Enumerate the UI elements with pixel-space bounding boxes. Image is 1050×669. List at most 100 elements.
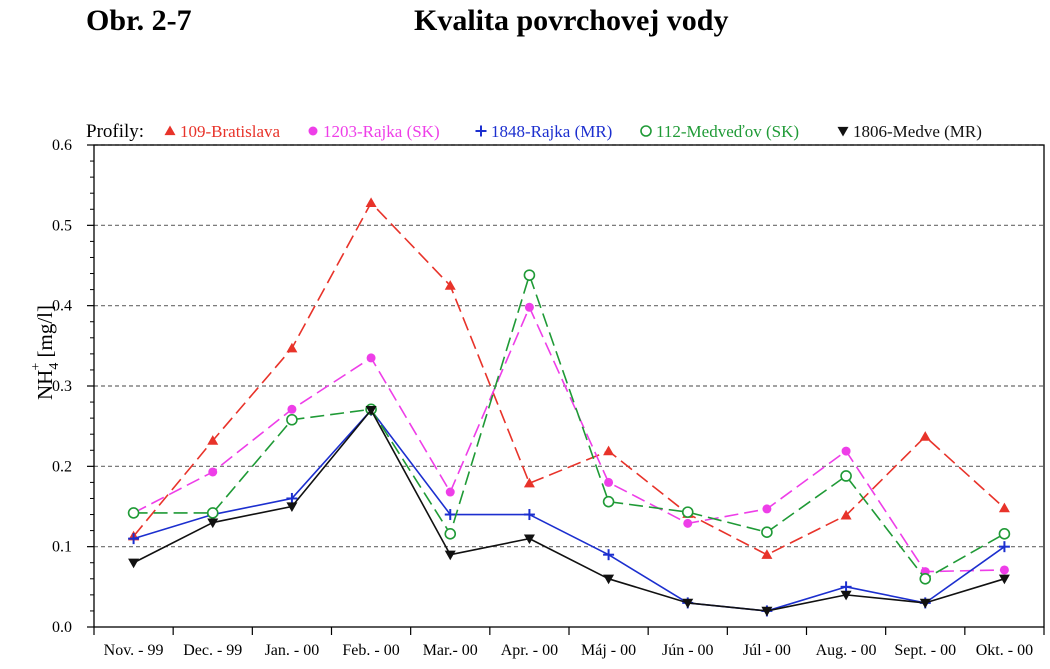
legend-label: 1848-Rajka (MR) <box>491 122 612 141</box>
data-point <box>762 504 772 514</box>
y-axis-label-main: NH <box>33 370 57 400</box>
data-point <box>164 125 176 136</box>
legend-item: 112-Medveďov (SK) <box>640 122 799 141</box>
data-point <box>840 509 852 520</box>
series-4 <box>127 269 1011 585</box>
x-tick-label: Sept. - 00 <box>894 642 956 659</box>
x-tick-label: Feb. - 00 <box>342 642 399 659</box>
data-point <box>837 126 849 137</box>
data-point <box>841 446 851 456</box>
data-point <box>761 606 773 617</box>
x-tick-label: Jan. - 00 <box>265 642 320 659</box>
data-point <box>602 495 615 508</box>
data-point <box>444 280 456 290</box>
data-point <box>919 431 931 441</box>
axes: 0.0 0.1 0.2 0.3 0.4 0.5 0.6 Nov. - 99 Dec. - 99 J… <box>52 137 1045 659</box>
data-point <box>603 549 615 561</box>
data-point <box>523 269 536 281</box>
y-axis-label-unit: [mg/l] <box>33 305 57 363</box>
data-point <box>523 534 535 545</box>
series-line <box>133 274 1005 580</box>
data-point <box>681 506 694 518</box>
legend-label: 112-Medveďov (SK) <box>656 122 799 141</box>
legend-label: 1203-Rajka (SK) <box>323 122 440 141</box>
data-point <box>207 435 219 445</box>
x-tick-label: Aug. - 00 <box>816 642 877 659</box>
series-line <box>132 202 1005 556</box>
y-tick-label: 0.2 <box>52 458 72 475</box>
x-tick-label: Mar.- 00 <box>423 642 478 659</box>
y-tick-label: 0.3 <box>52 378 72 395</box>
data-point <box>998 528 1011 540</box>
figure-label: Obr. 2-7 <box>86 4 192 37</box>
x-tick-label: Júl - 00 <box>743 642 791 659</box>
data-point <box>840 470 852 482</box>
y-axis-label-sup: + <box>29 363 44 371</box>
data-point <box>206 507 219 519</box>
y-axis-label: NH4+ [mg/l] <box>29 305 62 400</box>
data-point <box>366 353 376 363</box>
series-5 <box>128 405 1010 617</box>
x-tick-label: Jún - 00 <box>662 642 714 659</box>
data-point <box>682 598 694 609</box>
series-2 <box>129 302 1009 577</box>
data-point <box>365 405 377 416</box>
x-tick-label: Okt. - 00 <box>976 642 1033 659</box>
data-point <box>127 507 140 519</box>
series-line <box>133 409 1005 612</box>
data-point <box>128 558 140 569</box>
legend-title: Profily: <box>86 121 144 142</box>
data-point <box>444 509 456 521</box>
data-point <box>286 413 298 426</box>
data-point <box>998 502 1010 513</box>
data-point <box>365 197 377 207</box>
data-point <box>683 518 693 528</box>
data-point <box>761 526 773 539</box>
data-point <box>475 125 487 137</box>
grid-lines <box>94 144 1044 548</box>
legend-item: 1203-Rajka (SK) <box>308 122 440 141</box>
figure-title: Kvalita povrchovej vody <box>414 4 729 37</box>
data-point <box>603 574 615 585</box>
legend-item: 1848-Rajka (MR) <box>475 122 612 141</box>
series-line <box>133 409 1005 612</box>
legend-item: 1806-Medve (MR) <box>837 122 982 141</box>
data-point <box>208 467 218 477</box>
data-point <box>523 509 535 521</box>
data-point <box>308 126 318 136</box>
legend-item: 109-Bratislava <box>164 122 281 141</box>
legend-label: 109-Bratislava <box>180 122 281 141</box>
data-point <box>524 302 534 312</box>
data-point <box>640 125 652 137</box>
y-tick-label: 0.4 <box>52 298 72 315</box>
data-point <box>919 572 932 585</box>
y-tick-label: 0.5 <box>52 217 72 234</box>
series-lines <box>127 197 1011 617</box>
data-point <box>840 581 852 593</box>
data-point <box>523 477 535 488</box>
data-point <box>604 477 614 487</box>
x-tick-label: Dec. - 99 <box>183 642 242 659</box>
y-axis-label-sub: 4 <box>47 363 62 370</box>
data-point <box>286 492 298 504</box>
data-point <box>444 550 456 561</box>
y-tick-label: 0.0 <box>52 619 72 636</box>
legend-label: 1806-Medve (MR) <box>853 122 982 141</box>
data-point <box>444 528 457 540</box>
data-point <box>207 518 219 529</box>
x-tick-label: Nov. - 99 <box>104 642 164 659</box>
data-point <box>287 404 297 414</box>
data-point <box>840 590 852 601</box>
data-point <box>286 342 298 353</box>
series-line <box>133 306 1005 573</box>
series-3 <box>128 404 1010 617</box>
data-point <box>286 502 298 512</box>
x-tick-label: Apr. - 00 <box>501 642 558 659</box>
data-point <box>999 565 1009 575</box>
data-point <box>445 487 455 497</box>
data-point <box>919 598 931 609</box>
data-point <box>998 574 1010 585</box>
data-point <box>761 549 773 559</box>
y-tick-label: 0.1 <box>52 539 72 556</box>
